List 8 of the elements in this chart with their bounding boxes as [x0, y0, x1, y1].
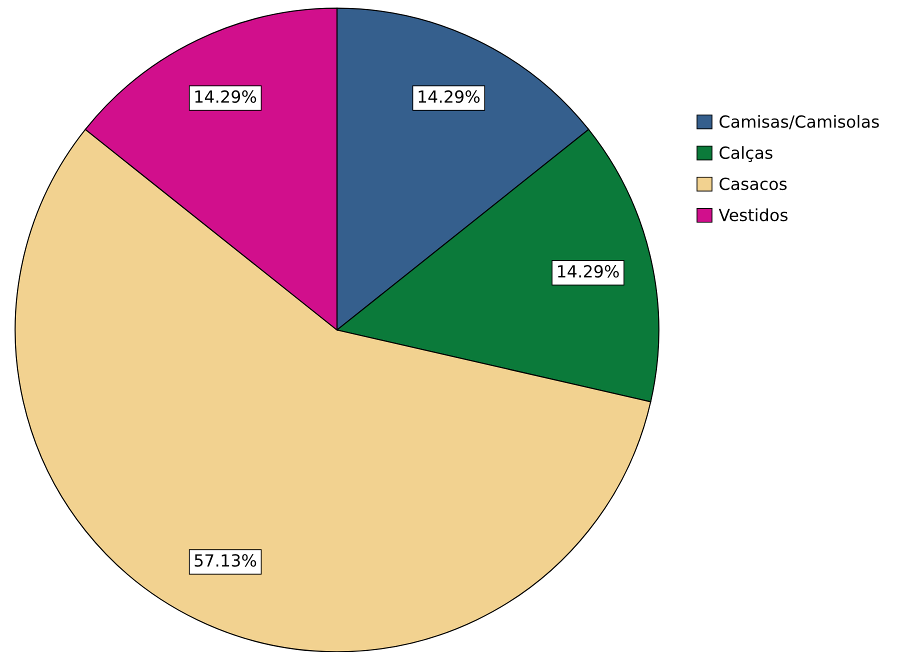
data-label: 14.29% [418, 90, 480, 103]
data-label: 14.29% [558, 265, 619, 278]
legend-label: Calças [720, 146, 772, 162]
data-label: 14.29% [195, 90, 256, 103]
data-label: 57.13% [194, 554, 256, 567]
legend-label: Vestidos [718, 208, 788, 222]
legend-label: Casacos [720, 178, 787, 190]
legend-label: Camisas/Camisolas [720, 115, 879, 130]
